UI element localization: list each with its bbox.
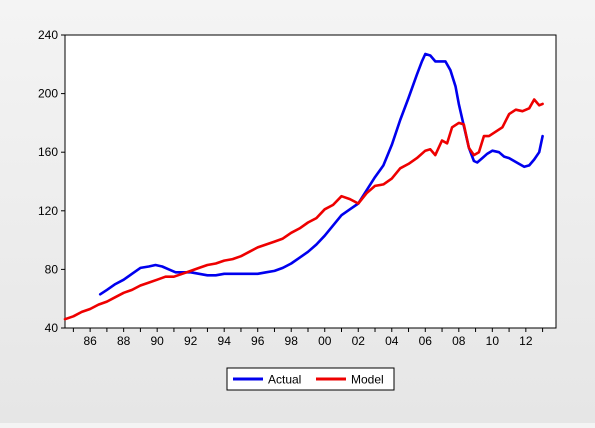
x-tick-label: 94 [218,334,232,348]
x-tick-label: 92 [184,334,198,348]
series-line-model [63,98,544,321]
x-tick-label: 10 [486,334,500,348]
x-tick-label: 88 [117,334,131,348]
series-layer [63,52,544,321]
x-tick-label: 00 [318,334,332,348]
x-axis: 86 88 90 92 94 96 98 00 02 04 06 08 10 12 [72,328,544,348]
y-tick-label: 120 [38,204,58,218]
y-axis: 40 80 120 160 200 240 [38,28,65,335]
x-tick-label: 06 [419,334,433,348]
y-tick-label: 160 [38,145,58,159]
legend-label-actual: Actual [268,373,301,387]
plot-background [64,34,557,329]
x-tick-label: 96 [251,334,265,348]
x-tick-label: 02 [352,334,366,348]
x-tick-label: 98 [285,334,299,348]
x-tick-label: 90 [150,334,164,348]
x-tick-label: 86 [83,334,97,348]
legend-label-model: Model [351,373,384,387]
legend: Actual Model [226,367,395,391]
y-tick-label: 80 [45,262,59,276]
y-tick-label: 240 [38,28,58,42]
x-tick-label: 12 [519,334,533,348]
y-tick-label: 200 [38,87,58,101]
y-tick-label: 40 [45,321,59,335]
series-line-actual [98,52,544,296]
x-tick-label: 04 [385,334,399,348]
legend-box [226,367,395,391]
x-tick-label: 08 [452,334,466,348]
